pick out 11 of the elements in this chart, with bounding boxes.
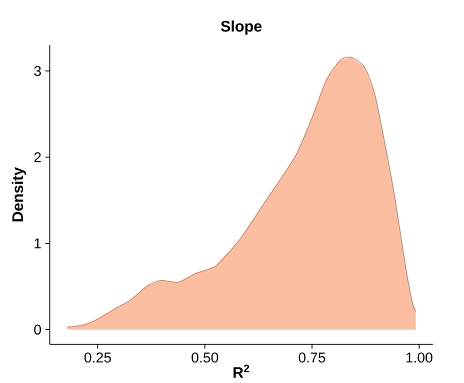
x-tick-label: 0.25 <box>84 352 111 362</box>
x-tick-label: 0.75 <box>298 352 326 362</box>
x-tick-label: 1.00 <box>406 352 432 362</box>
y-tick-label: 2 <box>34 152 41 162</box>
y-tick-label: 0 <box>34 324 41 335</box>
x-tick-label: 0.50 <box>192 352 218 362</box>
y-axis-title: Density <box>12 167 26 222</box>
y-tick-label: 3 <box>34 66 41 76</box>
x-axis-title: R$^{2}$ <box>234 364 250 378</box>
chart-title: Slope <box>220 20 262 35</box>
y-tick-label: 1 <box>34 238 41 248</box>
